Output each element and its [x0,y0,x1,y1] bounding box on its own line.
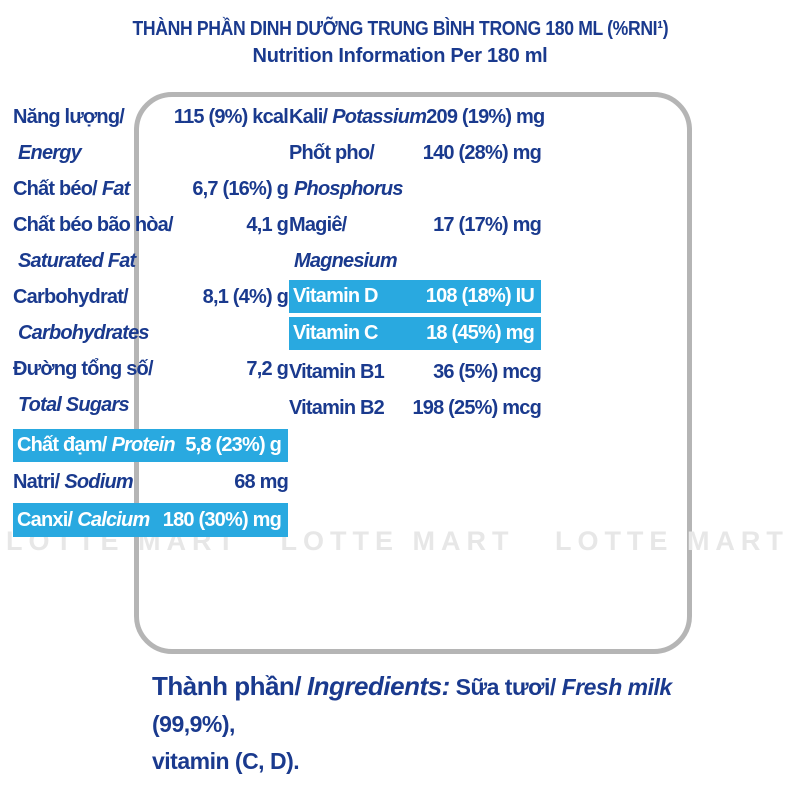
nutrient-label: Chất béo/Fat [13,171,130,207]
lotte-mart-watermark: LOTTE MART LOTTE MART LOTTE MART LOTTE M… [6,526,789,556]
nutrient-row-calcium-highlighted: Canxi/Calcium 180 (30%) mg [13,503,288,537]
nutrient-label: Kali/Potassium [289,99,427,135]
nutrition-panel [134,92,692,654]
nutrient-row-potassium: Kali/Potassium 209 (19%) mg [289,99,545,135]
nutrient-label-en: Protein [111,434,175,456]
nutrient-label-vn: Vitamin B2 [289,397,385,419]
nutrient-label: Chất đạm/Protein [17,429,176,462]
nutrient-label-vn: Vitamin D [293,285,378,307]
nutrient-value: 198 (25%) mcg [412,397,541,419]
nutrient-label-vn: Vitamin C [293,322,378,344]
nutrient-value: 17 (17%) mg [433,214,542,236]
nutrient-column-right: Kali/Potassium 209 (19%) mg Phốt pho/ 14… [289,99,545,426]
nutrient-label-vn: Chất béo/ [13,178,98,200]
ingredients-label-en: Ingredients: [306,671,450,701]
nutrient-label-vn: Chất béo bão hòa/ [13,214,174,236]
nutrient-label-vn: Canxi/ [17,509,73,531]
nutrient-label-en: Magnesium [294,250,398,272]
nutrient-label-vn: Đường tổng số/ [13,358,154,380]
nutrient-label-vn: Vitamin B1 [289,361,385,383]
nutrient-label: Natri/Sodium [13,464,134,500]
nutrient-label: Canxi/Calcium [17,503,150,537]
nutrient-label-vn: Năng lượng/ [13,106,125,128]
ingredients-line2: vitamin (C, D). [152,748,300,774]
nutrient-value: 18 (45%) mg [426,322,535,344]
nutrient-column-left: Năng lượng/ 115 (9%) kcal Energy Chất bé… [13,99,289,537]
nutrient-label-en: Total Sugars [18,394,130,416]
nutrient-label-en: Carbohydrates [18,322,150,344]
nutrient-label-en: Energy [18,142,82,164]
nutrient-label-en: Calcium [77,509,150,531]
nutrient-value: 180 (30%) mg [162,509,282,531]
nutrient-value: 115 (9%) kcal [173,106,289,128]
nutrient-value: 209 (19%) mg [426,106,545,128]
nutrient-value: 108 (18%) IU [425,285,535,307]
panel-title-vn: THÀNH PHẦN DINH DƯỠNG TRUNG BÌNH TRONG 1… [132,18,668,40]
nutrient-label-en: Fat [101,178,130,200]
nutrient-row-vitamin-b2: Vitamin B2 198 (25%) mcg [289,390,542,426]
nutrient-row-total-sugars: Đường tổng số/ 7,2 g Total Sugars [13,351,289,423]
ingredients-text-en: Fresh milk [561,674,673,700]
nutrient-row-fat: Chất béo/Fat 6,7 (16%) g [13,171,289,207]
nutrient-value: 140 (28%) mg [422,142,542,164]
nutrient-label-vn: Chất đạm/ [17,434,107,456]
nutrient-label-en: Sodium [64,471,133,493]
panel-title-en: Nutrition Information Per 180 ml [252,45,548,67]
nutrient-label-vn: Phốt pho/ [289,142,375,164]
panel-title: THÀNH PHẦN DINH DƯỠNG TRUNG BÌNH TRONG 1… [0,16,800,69]
nutrient-label-vn: Natri/ [13,471,60,493]
nutrient-value: 4,1 g [246,214,288,236]
nutrient-value: 7,2 g [246,358,288,380]
nutrient-label-en: Saturated Fat [18,250,136,272]
nutrient-row-sodium: Natri/Sodium 68 mg [13,464,289,500]
nutrient-value: 68 mg [234,471,289,493]
nutrient-row-phosphorus: Phốt pho/ 140 (28%) mg Phosphorus [289,135,542,207]
nutrient-value: 8,1 (4%) g [202,286,289,308]
nutrient-row-saturated-fat: Chất béo bão hòa/ 4,1 g Saturated Fat [13,207,289,279]
nutrient-label-vn: Magiê/ [289,214,347,236]
nutrient-row-magnesium: Magiê/ 17 (17%) mg Magnesium [289,207,542,279]
nutrient-row-carbohydrates: Carbohydrat/ 8,1 (4%) g Carbohydrates [13,279,289,351]
nutrient-value: 6,7 (16%) g [192,178,288,200]
nutrient-label-en: Potassium [332,106,427,128]
ingredients-text-tail: (99,9%), [152,711,235,737]
nutrient-row-protein-highlighted: Chất đạm/Protein 5,8 (23%) g [13,429,288,462]
nutrient-label-en: Phosphorus [294,178,403,200]
ingredients-section: Thành phần/ Ingredients: Sữa tươi/ Fresh… [152,668,712,780]
nutrient-label-vn: Kali/ [289,106,328,128]
nutrient-row-vitamin-c-highlighted: Vitamin C 18 (45%) mg [289,317,541,350]
nutrient-row-vitamin-b1: Vitamin B1 36 (5%) mcg [289,354,542,390]
nutrient-label-vn: Carbohydrat/ [13,286,129,308]
nutrient-row-energy: Năng lượng/ 115 (9%) kcal Energy [13,99,289,171]
ingredients-text-vn: Sữa tươi/ [455,674,557,700]
nutrient-row-vitamin-d-highlighted: Vitamin D 108 (18%) IU [289,280,541,313]
nutrient-value: 5,8 (23%) g [185,434,281,456]
ingredients-label-vn: Thành phần/ [152,671,302,701]
nutrient-value: 36 (5%) mcg [433,361,542,383]
